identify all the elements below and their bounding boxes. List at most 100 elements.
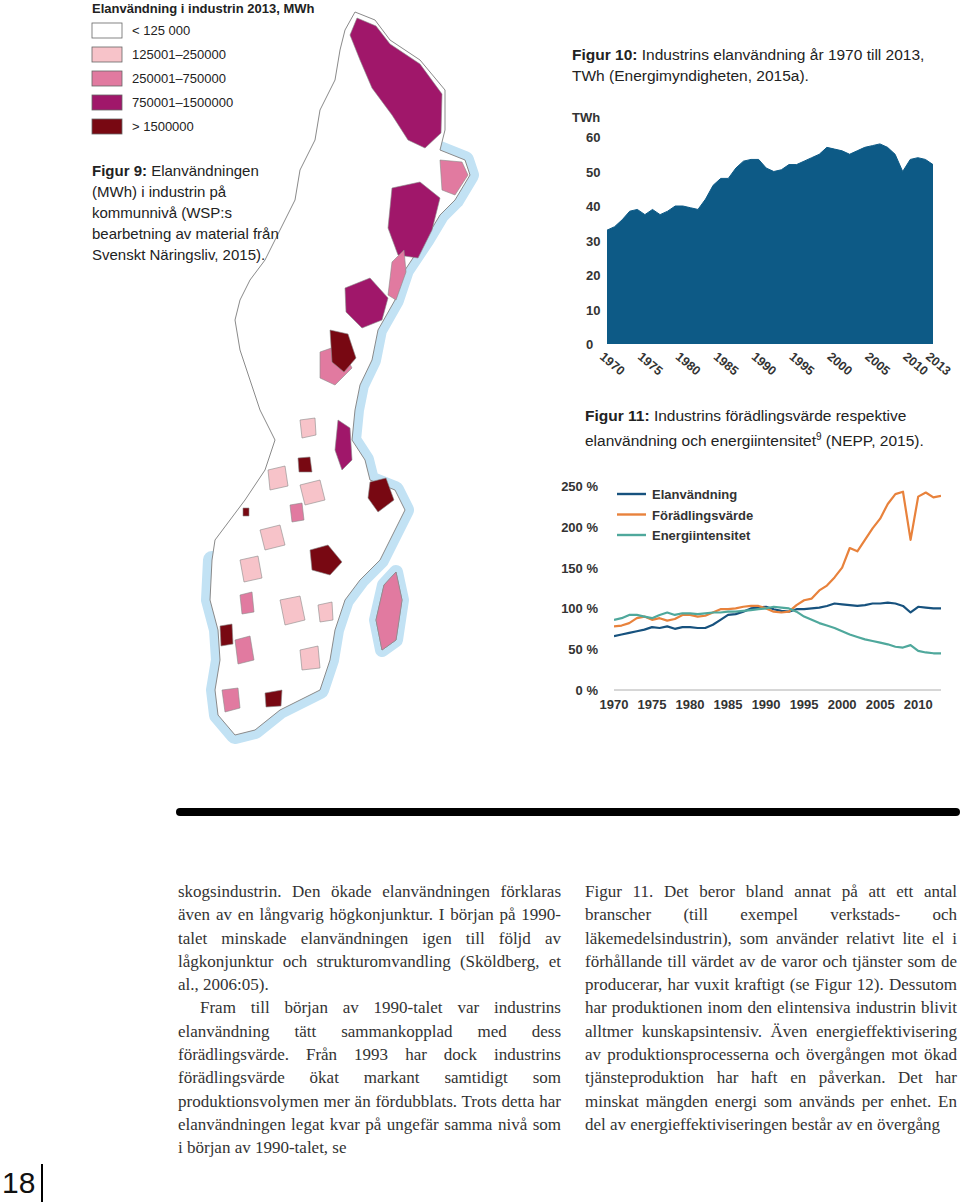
axis-label: TWh — [572, 110, 600, 125]
caption: Figur 9: Elanvändningen (MWh) i industri… — [92, 160, 282, 265]
axis-line — [614, 690, 941, 691]
tick-label: 250 % — [561, 479, 598, 494]
municipality — [222, 688, 240, 712]
plot-area — [614, 492, 941, 654]
page-rule — [41, 1164, 43, 1202]
tick-label: 1980 — [673, 350, 703, 379]
municipality — [235, 636, 254, 664]
legend-swatch — [92, 23, 122, 38]
municipality — [243, 508, 249, 516]
tick-label: 50 % — [568, 642, 598, 657]
paragraph: Figur 11. Det beror bland annat på att e… — [585, 880, 957, 1136]
municipality — [376, 572, 402, 650]
municipality — [300, 480, 325, 505]
area — [607, 144, 933, 344]
text-column: Figur 11. Det beror bland annat på att e… — [585, 880, 957, 1136]
municipality — [368, 478, 394, 512]
tick-label: 2010 — [904, 697, 933, 712]
legend-label: < 125 000 — [132, 23, 190, 38]
caption-label: Figur 10: — [572, 46, 637, 63]
legend-swatch — [92, 95, 122, 110]
tick-label: 100 % — [561, 601, 598, 616]
tick-label: 1990 — [752, 697, 781, 712]
legend-label: 750001–1500000 — [132, 95, 233, 110]
legend-title: Elanvändning i industrin 2013, MWh — [92, 1, 315, 16]
tick-label: 1995 — [790, 697, 819, 712]
chart: 0 %50 %100 %150 %200 %250 %1970197519801… — [561, 479, 941, 712]
caption: Figur 11: Industrins förädlingsvärde res… — [585, 405, 940, 451]
tick-label: 2010 — [900, 350, 930, 379]
tick-label: 1970 — [600, 697, 629, 712]
sea — [376, 572, 402, 650]
municipality — [335, 420, 352, 470]
municipality — [260, 525, 285, 550]
municipality — [388, 182, 440, 258]
municipality — [310, 545, 342, 575]
tick-label: 20 — [586, 268, 600, 283]
legend-label: Energiintensitet — [652, 528, 751, 543]
legend-swatch — [92, 47, 122, 62]
separator — [180, 808, 956, 816]
municipality — [318, 602, 333, 622]
legend-swatch — [92, 71, 122, 86]
municipality — [298, 457, 312, 472]
tick-label: 2000 — [828, 697, 857, 712]
municipality — [330, 330, 356, 372]
tick-label: 1985 — [714, 697, 743, 712]
legend-swatch — [92, 119, 122, 134]
country-outline — [210, 12, 470, 735]
municipality — [240, 592, 254, 614]
tick-label: 150 % — [561, 561, 598, 576]
tick-label: 40 — [586, 199, 600, 214]
legend-label: 250001–750000 — [132, 71, 226, 86]
legend-swatch — [617, 534, 646, 536]
municipality — [388, 250, 406, 300]
legend-label: Elanvändning — [652, 487, 737, 502]
tick-label: 50 — [586, 165, 600, 180]
municipality — [440, 160, 468, 195]
municipality — [268, 466, 288, 490]
legend-label: > 1500000 — [132, 119, 194, 134]
tick-label: 2005 — [866, 697, 895, 712]
plot-area — [607, 144, 933, 344]
caption-label: Figur 9: — [92, 162, 147, 179]
caption: Figur 10: Industrins elanvändning år 197… — [572, 44, 947, 86]
tick-label: 1975 — [635, 350, 665, 379]
tick-label: 1990 — [749, 350, 779, 379]
tick-label: 1980 — [676, 697, 705, 712]
municipality — [240, 556, 262, 582]
caption-source: (NEPP, 2015). — [826, 432, 924, 449]
municipality — [300, 418, 316, 438]
island-outline — [376, 572, 402, 650]
paragraph: skogsindustrin. Den ökade elanvändningen… — [178, 880, 561, 996]
tick-label: 2013 — [923, 350, 953, 379]
footnote-mark: 9 — [816, 431, 822, 442]
tick-label: 0 % — [576, 683, 599, 698]
chart: TWh0102030405060197019751980198519901995… — [572, 110, 953, 378]
page-number: 18 — [2, 1166, 35, 1200]
municipality — [280, 596, 305, 625]
tick-label: 200 % — [561, 520, 598, 535]
text-column: skogsindustrin. Den ökade elanvändningen… — [178, 880, 561, 1160]
municipality — [350, 18, 442, 148]
tick-label: 0 — [586, 337, 593, 352]
municipality — [265, 690, 282, 707]
legend-swatch — [617, 493, 646, 495]
tick-label: 2000 — [825, 350, 855, 379]
page-graphics: Elanvändning i industrin 2013, MWh < 125 … — [0, 0, 960, 1202]
legend-label: 125001–250000 — [132, 47, 226, 62]
municipality — [290, 503, 304, 522]
tick-label: 30 — [586, 234, 600, 249]
tick-label: 10 — [586, 303, 600, 318]
legend-label: Förädlingsvärde — [652, 508, 753, 523]
tick-label: 2005 — [862, 350, 892, 379]
legend-swatch — [617, 513, 646, 515]
municipality — [345, 278, 388, 328]
tick-label: 1970 — [597, 350, 627, 379]
caption-label: Figur 11: — [585, 407, 650, 424]
paragraph: Fram till början av 1990-talet var indus… — [178, 996, 561, 1159]
municipality — [220, 624, 233, 646]
tick-label: 1985 — [711, 350, 741, 379]
municipality — [300, 646, 320, 670]
tick-label: 1995 — [787, 350, 817, 379]
